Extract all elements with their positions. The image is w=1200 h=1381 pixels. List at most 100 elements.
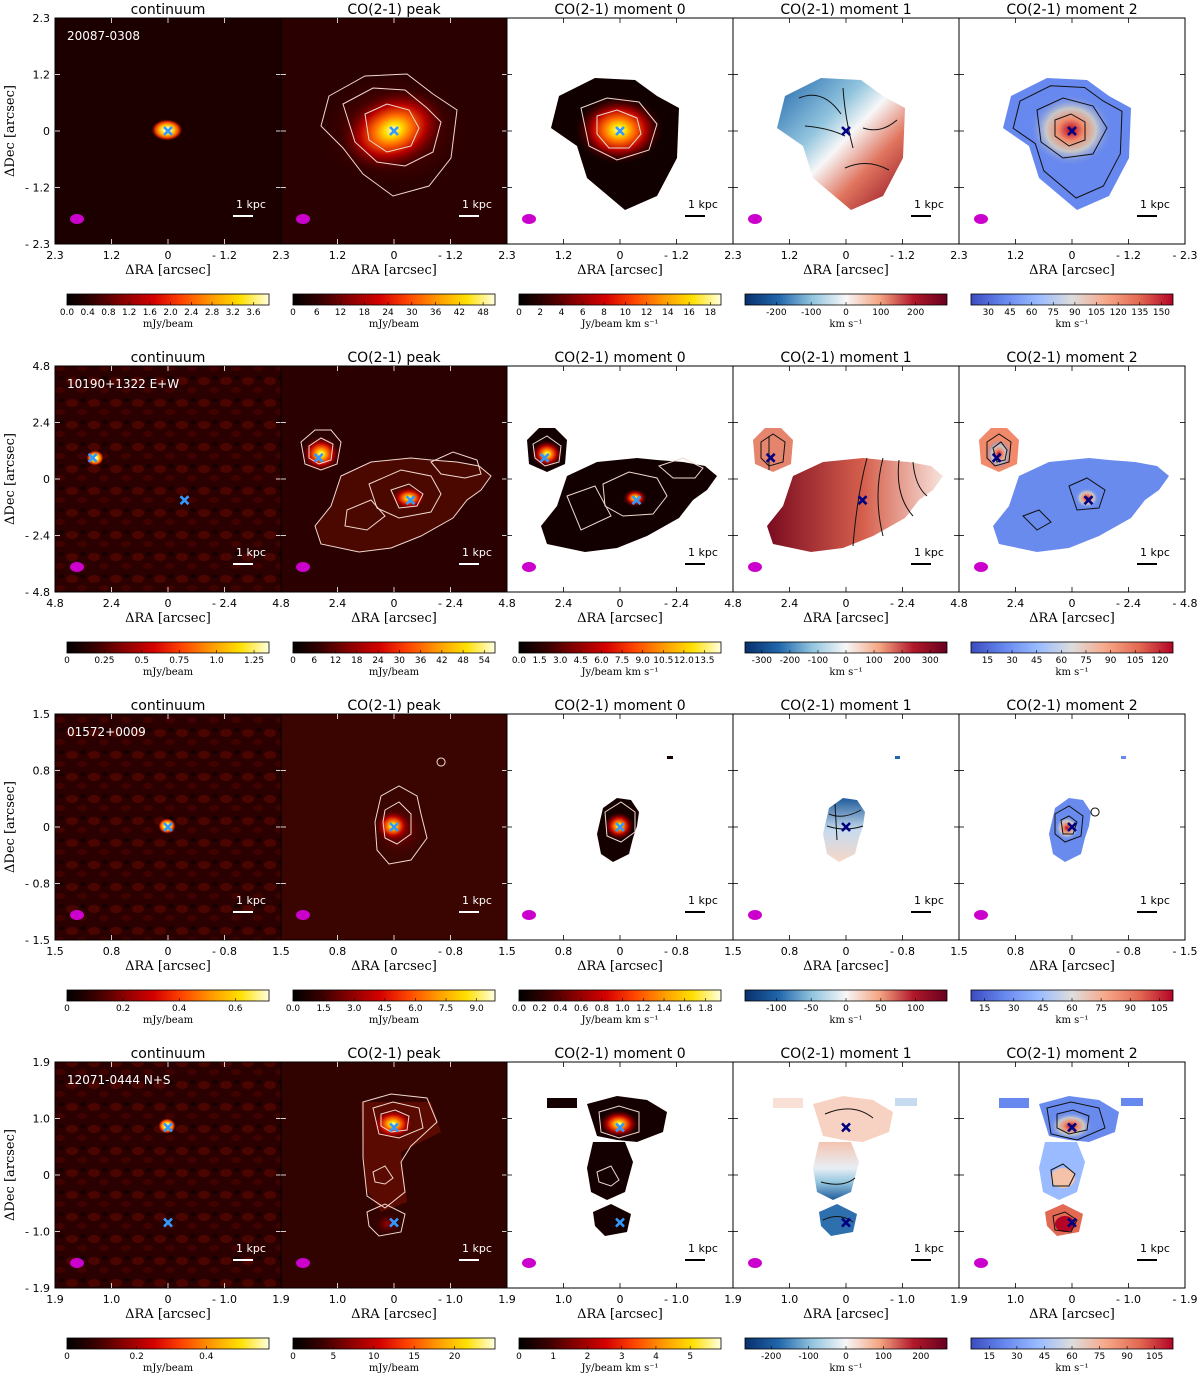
scale-bar-label: 1 kpc bbox=[462, 894, 492, 907]
colorbar-tick: 0.2 bbox=[129, 1352, 143, 1362]
colorbar-tick: 60 bbox=[1066, 1004, 1078, 1014]
colorbar-tick: 60 bbox=[1056, 656, 1068, 666]
x-tick-label: 0 bbox=[617, 945, 624, 958]
source-cross-icon bbox=[631, 495, 642, 506]
x-tick-label: 0 bbox=[391, 249, 398, 262]
xlabel: ΔRA [arcsec] bbox=[1029, 263, 1115, 278]
colorbar-tick: 100 bbox=[907, 1004, 924, 1014]
colorbar-tick: 0 bbox=[843, 656, 849, 666]
colorbar-tick: 1.4 bbox=[657, 1004, 672, 1014]
colorbar-tick: 0.25 bbox=[94, 656, 114, 666]
y-tick-label: 0.8 bbox=[33, 765, 51, 778]
panel-title: CO(2-1) moment 0 bbox=[554, 1046, 685, 1062]
contour bbox=[372, 1101, 424, 1139]
panel-4: CO(2-1) moment 2 1 kpc 4.8 2.4 0 - 2.4 - 4.8 ΔR… bbox=[950, 350, 1197, 626]
colorbar-tick: 1.6 bbox=[143, 308, 158, 318]
colorbar-tick: 105 bbox=[1151, 1004, 1168, 1014]
colorbar-tick: 0 bbox=[843, 308, 849, 318]
colorbar-tick: 36 bbox=[415, 656, 427, 666]
colorbar-tick: 90 bbox=[1125, 1004, 1137, 1014]
x-tick-label: - 2.4 bbox=[212, 597, 237, 610]
contour bbox=[986, 433, 1012, 467]
colorbar-label: mJy/beam bbox=[143, 1363, 194, 1374]
colorbar-tick: 0.2 bbox=[116, 1004, 130, 1014]
colorbar-tick: -300 bbox=[752, 656, 773, 666]
x-tick-label: - 2.4 bbox=[890, 597, 915, 610]
colorbar-tick: 150 bbox=[1153, 308, 1170, 318]
source-cross-icon bbox=[163, 822, 173, 832]
beam-ellipse bbox=[974, 1258, 988, 1268]
colorbar-label: km s⁻¹ bbox=[1055, 1015, 1088, 1026]
ylabel: ΔDec [arcsec] bbox=[3, 1129, 18, 1221]
colorbar-tick: 2 bbox=[537, 308, 543, 318]
x-tick-label: 1.5 bbox=[950, 945, 968, 958]
colorbar-tick: 42 bbox=[454, 308, 465, 318]
x-tick-label: 0.8 bbox=[1007, 945, 1025, 958]
colorbar-tick: 100 bbox=[875, 1352, 892, 1362]
contour bbox=[1056, 1109, 1090, 1135]
colorbar-tick: 90 bbox=[1121, 1352, 1133, 1362]
source-cross-icon bbox=[765, 452, 776, 463]
x-tick-label: - 0.8 bbox=[1116, 945, 1141, 958]
x-tick-label: 1.0 bbox=[555, 1293, 573, 1306]
colorbar-tick: 15 bbox=[979, 1004, 990, 1014]
x-tick-label: 1.9 bbox=[724, 1293, 742, 1306]
colorbar-tick: 2.4 bbox=[184, 308, 199, 318]
x-tick-label: 4.8 bbox=[724, 597, 742, 610]
beam-ellipse bbox=[70, 1258, 84, 1268]
colorbar-label: Jy/beam km s⁻¹ bbox=[580, 1015, 658, 1026]
panel-title: CO(2-1) moment 1 bbox=[780, 2, 911, 18]
colorbar: 0 5 10 15 20 mJy/beam bbox=[290, 1337, 496, 1374]
x-tick-label: - 4.8 bbox=[1173, 597, 1198, 610]
colorbar-label: mJy/beam bbox=[369, 667, 420, 678]
colorbar-tick: 0 bbox=[290, 308, 296, 318]
x-tick-label: - 1.0 bbox=[1116, 1293, 1141, 1306]
colorbar-tick: 1.25 bbox=[244, 656, 264, 666]
contour bbox=[374, 785, 428, 865]
colorbar-tick: 9.0 bbox=[636, 656, 651, 666]
source-cross-icon bbox=[1067, 1217, 1077, 1228]
xlabel: ΔRA [arcsec] bbox=[577, 611, 663, 626]
colorbar-tick: 300 bbox=[922, 656, 939, 666]
scale-bar-label: 1 kpc bbox=[1140, 894, 1170, 907]
ylabel: ΔDec [arcsec] bbox=[3, 85, 18, 177]
x-tick-label: - 1.0 bbox=[890, 1293, 915, 1306]
colorbar-tick: 1.0 bbox=[209, 656, 224, 666]
x-tick-label: 1.5 bbox=[272, 945, 290, 958]
colorbar-tick: 12 bbox=[641, 308, 652, 318]
colorbar-tick: 16 bbox=[683, 308, 695, 318]
xlabel: ΔRA [arcsec] bbox=[125, 959, 211, 974]
x-tick-label: 0 bbox=[843, 1293, 850, 1306]
source-cross-icon bbox=[389, 1217, 399, 1228]
xlabel: ΔRA [arcsec] bbox=[803, 1307, 889, 1322]
x-tick-label: - 1.5 bbox=[1173, 945, 1198, 958]
panel-0: continuum 1 kpc 10190+1322 E+W 4.8 2.4 0 - 2.4… bbox=[46, 350, 282, 626]
panel-title: CO(2-1) moment 1 bbox=[780, 350, 911, 366]
panel-title: continuum bbox=[131, 1046, 206, 1062]
colorbar-tick: -200 bbox=[766, 308, 787, 318]
colorbar-tick: 12 bbox=[335, 308, 346, 318]
contour bbox=[822, 1216, 854, 1223]
source-cross-icon bbox=[841, 822, 851, 832]
colorbar-label: mJy/beam bbox=[369, 1363, 420, 1374]
colorbar-tick: 6.0 bbox=[594, 656, 609, 666]
x-tick-label: - 1.0 bbox=[664, 1293, 689, 1306]
x-tick-label: 2.3 bbox=[272, 249, 290, 262]
panel-4: CO(2-1) moment 2 1 kpc 2.3 1.2 0 - 1.2 - 2.3 ΔR… bbox=[950, 2, 1197, 278]
colorbar-tick: 15 bbox=[984, 1352, 995, 1362]
x-tick-label: - 0.8 bbox=[438, 945, 463, 958]
colorbar-tick: 15 bbox=[408, 1352, 419, 1362]
panel-title: CO(2-1) moment 1 bbox=[780, 698, 911, 714]
x-tick-label: 0 bbox=[165, 597, 172, 610]
x-tick-label: 1.2 bbox=[329, 249, 347, 262]
colorbar-tick: 1.6 bbox=[678, 1004, 693, 1014]
colorbar-tick: 0 bbox=[516, 308, 522, 318]
colorbar-tick: 13.5 bbox=[694, 656, 714, 666]
x-tick-label: 2.4 bbox=[555, 597, 573, 610]
colorbar-tick: 18 bbox=[705, 308, 717, 318]
scale-bar-label: 1 kpc bbox=[688, 198, 718, 211]
colorbar-tick: 5 bbox=[331, 1352, 337, 1362]
colorbar-tick: 0.4 bbox=[553, 1004, 568, 1014]
